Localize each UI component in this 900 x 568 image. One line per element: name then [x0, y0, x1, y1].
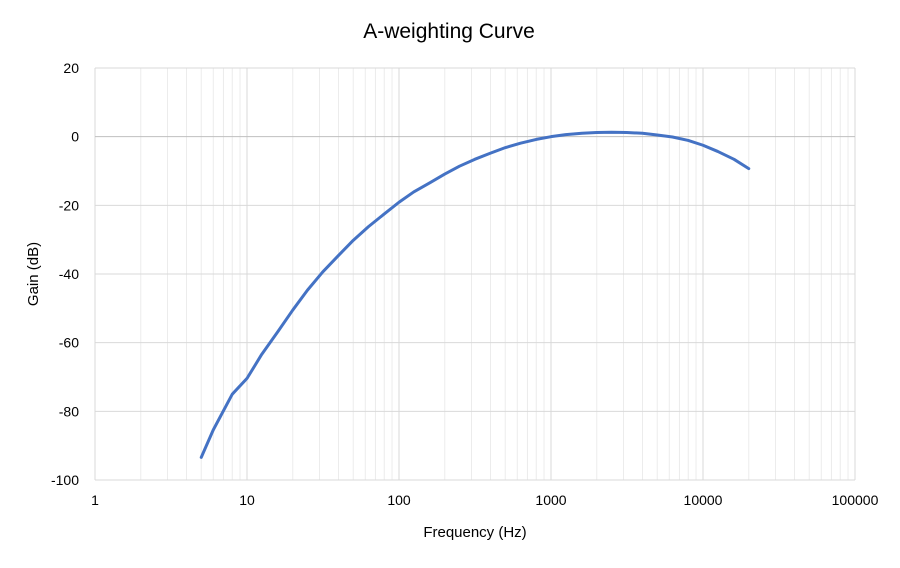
x-tick-label: 100000 [832, 492, 879, 508]
x-tick-label: 10000 [684, 492, 723, 508]
y-tick-label: -20 [59, 197, 79, 213]
x-tick-label: 10 [239, 492, 255, 508]
series-layer [199, 130, 751, 459]
y-tick-label: -60 [59, 335, 79, 351]
y-tick-label: 20 [63, 60, 79, 76]
chart-title: A-weighting Curve [363, 20, 535, 43]
x-tick-label: 100 [387, 492, 411, 508]
tick-layer: 1 10 100 1000 10000 100000 20 0 -20 -40 -60 -80 -100 [51, 60, 879, 508]
grid-layer [94, 67, 856, 481]
series-line [199, 130, 751, 459]
y-tick-label: -40 [59, 266, 79, 282]
y-tick-label: -80 [59, 403, 79, 419]
x-tick-label: 1000 [535, 492, 566, 508]
x-tick-label: 1 [91, 492, 99, 508]
y-axis-label: Gain (dB) [25, 242, 42, 306]
y-tick-label: 0 [71, 129, 79, 145]
x-axis-label: Frequency (Hz) [423, 524, 526, 541]
y-tick-label: -100 [51, 472, 79, 488]
